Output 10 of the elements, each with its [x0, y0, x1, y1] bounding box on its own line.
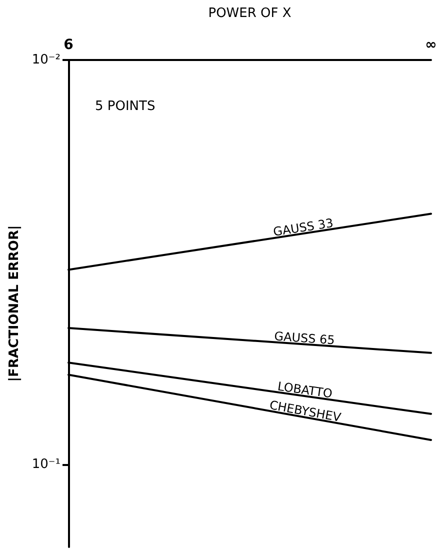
x-axis-title: POWER OF X — [208, 6, 292, 21]
y-tick-label: 10⁻¹ — [32, 456, 61, 472]
y-axis-title: |FRACTIONAL ERROR| — [7, 225, 22, 382]
y-tick-label: 10⁻² — [32, 52, 61, 68]
series-label: GAUSS 65 — [274, 329, 336, 348]
x-tick-label: ∞ — [425, 37, 437, 53]
annotation: 5 POINTS — [95, 99, 156, 114]
text: GAUSS 33 — [272, 216, 334, 239]
x-tick-label: 6 — [64, 37, 74, 53]
text: LOBATTO — [276, 379, 334, 401]
